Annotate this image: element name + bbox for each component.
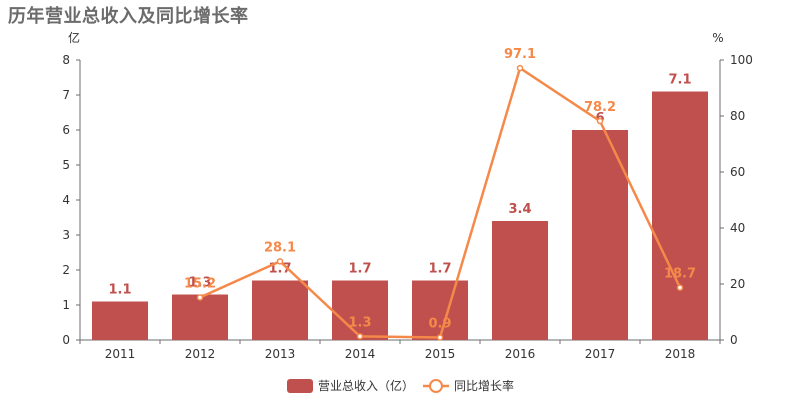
line-point <box>356 333 364 340</box>
x-tick-label: 2017 <box>585 347 616 361</box>
y-right-tick-label: 60 <box>730 165 745 179</box>
legend-line-marker <box>429 379 443 393</box>
line-point <box>596 117 604 125</box>
bar <box>252 280 308 340</box>
y-left-tick-label: 6 <box>62 123 70 137</box>
bar <box>652 91 708 340</box>
y-right-tick-label: 80 <box>730 109 745 123</box>
y-right-tick-label: 0 <box>730 333 738 347</box>
bar <box>412 280 468 340</box>
y-left-tick-label: 8 <box>62 53 70 67</box>
legend-line-label: 同比增长率 <box>454 378 514 393</box>
bar-value-label: 3.4 <box>508 202 531 217</box>
legend-bar-label: 营业总收入（亿） <box>318 378 414 393</box>
y-left-tick-label: 4 <box>62 193 70 207</box>
line-point <box>676 284 684 291</box>
line-point <box>516 64 524 72</box>
line-value-label: 78.2 <box>584 100 616 115</box>
bar-value-label: 1.7 <box>348 262 371 277</box>
y-left-unit: 亿 <box>68 30 80 45</box>
bar <box>332 280 388 340</box>
y-left-tick-label: 5 <box>62 158 70 172</box>
line-value-label: 18.7 <box>664 267 696 282</box>
legend-bar-swatch <box>287 379 313 393</box>
line-point <box>276 258 284 265</box>
y-right-tick-label: 40 <box>730 221 745 235</box>
x-tick-label: 2018 <box>665 347 696 361</box>
line-value-label: 28.1 <box>264 240 296 255</box>
line-point <box>436 334 444 341</box>
y-right-unit: % <box>712 31 723 45</box>
line-point <box>196 294 204 301</box>
x-tick-label: 2013 <box>265 347 296 361</box>
bar-value-label: 7.1 <box>668 73 691 88</box>
bar <box>172 294 228 340</box>
bar <box>572 130 628 340</box>
y-left-tick-label: 7 <box>62 88 70 102</box>
bar <box>92 301 148 340</box>
bar <box>492 221 548 340</box>
line-value-label: 1.3 <box>348 315 371 330</box>
y-right-tick-label: 20 <box>730 277 745 291</box>
bar-value-label: 1.1 <box>108 283 131 298</box>
bar-value-label: 1.7 <box>428 262 451 277</box>
y-left-tick-label: 3 <box>62 228 70 242</box>
y-left-tick-label: 0 <box>62 333 70 347</box>
line-value-label: 0.9 <box>428 316 451 331</box>
y-left-tick-label: 2 <box>62 263 70 277</box>
x-tick-label: 2011 <box>105 347 136 361</box>
y-left-tick-label: 1 <box>62 298 70 312</box>
line-value-label: 97.1 <box>504 47 536 62</box>
x-tick-label: 2014 <box>345 347 376 361</box>
x-tick-label: 2016 <box>505 347 536 361</box>
bar-value-label: 1.3 <box>188 276 211 291</box>
line-value-label: 15.2 <box>184 276 216 291</box>
y-right-tick-label: 100 <box>730 53 753 67</box>
chart-title: 历年营业总收入及同比增长率 <box>8 6 249 27</box>
x-tick-label: 2012 <box>185 347 216 361</box>
x-tick-label: 2015 <box>425 347 456 361</box>
